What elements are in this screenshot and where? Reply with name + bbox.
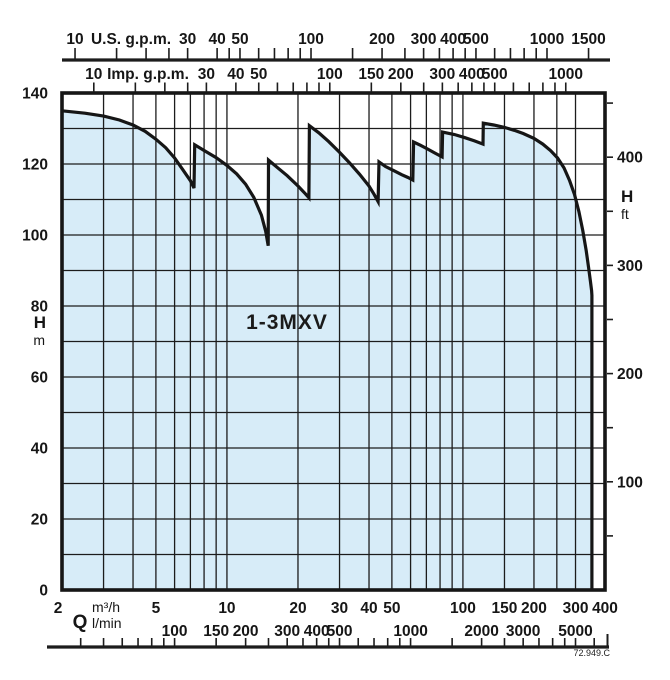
us-gpm-tick-label: 40 <box>208 31 225 48</box>
us-gpm-tick-label: 50 <box>231 31 248 48</box>
imp-gpm-tick-label: 1000 <box>549 66 583 83</box>
grid <box>62 93 605 590</box>
head-ft-unit: ft <box>621 206 629 222</box>
us-gpm-tick-label: 1500 <box>571 31 605 48</box>
envelope-area <box>62 110 592 591</box>
head-ft-symbol: H <box>621 187 633 206</box>
flow-m3h-tick-label: 40 <box>360 600 377 617</box>
head-m-symbol: H <box>34 313 46 332</box>
head-m-tick-label: 80 <box>31 299 48 316</box>
us-gpm-tick-label: 400 <box>440 31 466 48</box>
axis-head-m: 0 20 40 60 80 100 120 140 Hm <box>22 86 48 600</box>
imp-gpm-tick-label: 150 <box>358 66 384 83</box>
us-gpm-tick-label: 300 <box>411 31 437 48</box>
flow-lmin-tick-label: 1000 <box>393 623 427 640</box>
head-m-tick-label: 20 <box>31 512 48 529</box>
flow-lmin-tick-label: 5000 <box>558 623 592 640</box>
flow-m3h-tick-label: 200 <box>521 600 547 617</box>
flow-lmin-tick-label: 500 <box>327 623 353 640</box>
flow-lmin-tick-label: 300 <box>274 623 300 640</box>
us-gpm-tick-label: 100 <box>298 31 324 48</box>
imp-gpm-tick-label: 400 <box>459 66 485 83</box>
flow-m3h-tick-label: 10 <box>218 600 235 617</box>
imp-gpm-tick-label: 200 <box>388 66 414 83</box>
flow-m3h-tick-label: 150 <box>492 600 518 617</box>
flow-unit-m3h: m³/h <box>92 599 120 615</box>
pump-range-label: 1-3MXV <box>246 311 328 334</box>
envelope-curve <box>61 109 594 590</box>
head-m-tick-label: 140 <box>22 86 48 103</box>
imp-gpm-tick-label: 100 <box>317 66 343 83</box>
flow-lmin-tick-label: 200 <box>233 623 259 640</box>
flow-m3h-tick-label: 100 <box>450 600 476 617</box>
imp-gpm-tick-label: 500 <box>482 66 508 83</box>
us-gpm-unit-label: U.S. g.p.m. <box>91 31 171 48</box>
flow-lmin-tick-label: 3000 <box>506 623 540 640</box>
us-gpm-tick-label: 1000 <box>530 31 564 48</box>
head-m-unit: m <box>33 332 45 348</box>
flow-m3h-tick-label: 50 <box>383 600 400 617</box>
us-gpm-tick-label: 30 <box>179 31 196 48</box>
imp-gpm-tick-label: 30 <box>198 66 215 83</box>
flow-lmin-tick-label: 2000 <box>464 623 498 640</box>
axis-head-ft: 100 200 300 400 Hft <box>607 102 643 537</box>
reference-code: 72.949.C <box>573 648 610 658</box>
operating-range-fill <box>62 110 592 591</box>
flow-lmin-tick-label: 150 <box>203 623 229 640</box>
plot-frame <box>60 91 607 592</box>
flow-unit-block: Qm³/hl/min <box>73 599 122 633</box>
us-gpm-tick-label: 500 <box>463 31 489 48</box>
flow-lmin-tick-label: 100 <box>162 623 188 640</box>
head-ft-tick-label: 100 <box>617 474 643 491</box>
head-m-tick-label: 40 <box>31 441 48 458</box>
imp-gpm-tick-label: 50 <box>250 66 267 83</box>
flow-unit-lmin: l/min <box>92 615 122 631</box>
flow-m3h-tick-label: 300 <box>563 600 589 617</box>
flow-m3h-tick-label: 2 <box>54 600 63 617</box>
flow-m3h-tick-label: 30 <box>331 600 348 617</box>
head-m-tick-label: 120 <box>22 157 48 174</box>
flow-symbol: Q <box>73 612 88 633</box>
head-m-tick-label: 60 <box>31 370 48 387</box>
flow-m3h-tick-label: 20 <box>289 600 306 617</box>
head-ft-tick-label: 400 <box>617 150 643 167</box>
us-gpm-tick-label: 200 <box>369 31 395 48</box>
head-ft-tick-label: 300 <box>617 258 643 275</box>
imp-gpm-tick-label: 300 <box>429 66 455 83</box>
imp-gpm-tick-label: 40 <box>227 66 244 83</box>
imp-gpm-tick-label: 10 <box>85 66 102 83</box>
axis-flow-m3h: 2 5 10 20 30 40 50 100 150 200 300 400 <box>54 600 618 617</box>
flow-m3h-tick-label: 400 <box>592 600 618 617</box>
head-m-tick-label: 100 <box>22 228 48 245</box>
flow-lmin-tick-label: 400 <box>304 623 330 640</box>
head-m-tick-label: 0 <box>39 583 48 600</box>
head-ft-tick-label: 200 <box>617 366 643 383</box>
imp-gpm-unit-label: Imp. g.p.m. <box>107 66 189 83</box>
us-gpm-tick-label: 10 <box>66 31 83 48</box>
flow-m3h-tick-label: 5 <box>152 600 161 617</box>
